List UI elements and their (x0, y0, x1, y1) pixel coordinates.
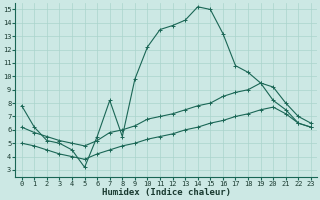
X-axis label: Humidex (Indice chaleur): Humidex (Indice chaleur) (102, 188, 231, 197)
